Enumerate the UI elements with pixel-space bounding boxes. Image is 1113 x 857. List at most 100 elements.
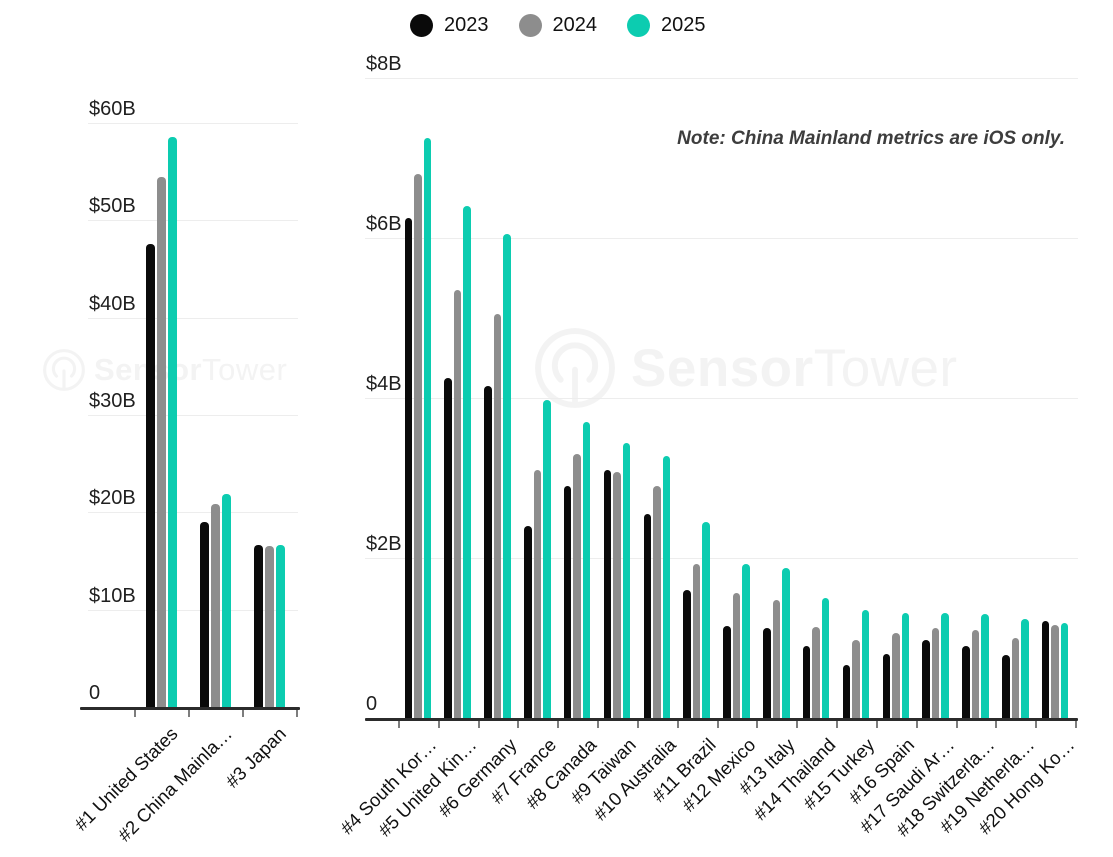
watermark-text-bold: Sensor <box>631 338 814 398</box>
bar-2023--2-china-mainla- <box>199 522 209 707</box>
y-axis-tick-label: $10B <box>89 584 136 607</box>
y-axis-tick-label: $2B <box>366 533 402 555</box>
bar-2025--20-hong-ko- <box>1060 622 1069 718</box>
bar-2025--18-switzerla- <box>981 614 989 718</box>
bar-2024--13-italy <box>772 599 781 718</box>
bar-2025--10-australia <box>662 456 671 718</box>
sensortower-watermark-right: SensorTower <box>533 326 958 410</box>
bar-2024--8-canada <box>573 454 581 718</box>
x-axis-tick <box>517 721 520 728</box>
bar-2023--5-united-kin- <box>444 378 452 718</box>
gridline <box>365 78 1078 79</box>
x-axis-tick <box>557 721 560 728</box>
watermark-text-light: Tower <box>202 352 288 387</box>
legend-item-2025: 2025 <box>627 14 706 37</box>
x-axis-tick <box>597 721 600 728</box>
bar-2024--20-hong-ko- <box>1051 625 1059 718</box>
bar-2024--9-taiwan <box>613 472 621 718</box>
y-axis-tick-label: 0 <box>366 693 378 715</box>
bar-2024--18-switzerla- <box>971 630 980 718</box>
bar-2023--3-japan <box>253 545 263 707</box>
y-axis-tick-label: $4B <box>366 373 402 395</box>
bar-2024--6-germany <box>493 314 502 718</box>
x-axis-tick <box>296 710 298 717</box>
bar-2023--15-turkey <box>842 665 851 718</box>
legend-swatch-2025-icon <box>627 14 650 37</box>
bar-2024--14-thailand <box>812 626 820 718</box>
bar-2024--4-south-kor- <box>414 174 422 718</box>
watermark-text-light: Tower <box>813 338 958 398</box>
bar-2025--19-netherla- <box>1021 618 1029 718</box>
bar-2024--17-saudi-ar- <box>931 628 940 718</box>
gridline <box>365 398 1078 399</box>
legend-label-2023: 2023 <box>444 14 489 36</box>
x-axis-tick <box>875 721 878 728</box>
bar-2023--20-hong-ko- <box>1041 621 1050 718</box>
bar-2025--14-thailand <box>821 598 830 718</box>
bar-2025--15-turkey <box>861 610 870 718</box>
y-axis-tick-label: $60B <box>89 98 136 120</box>
x-axis-tick <box>915 721 918 728</box>
bar-2024--11-brazil <box>692 563 701 718</box>
gridline <box>88 609 298 611</box>
gridline <box>365 238 1078 239</box>
bar-2025--1-united-states <box>167 136 177 707</box>
gridline <box>88 123 298 124</box>
bar-2024--1-united-states <box>156 176 166 707</box>
bar-2025--6-germany <box>503 234 511 718</box>
legend-label-2024: 2024 <box>552 14 598 36</box>
bar-2023--1-united-states <box>145 243 155 707</box>
bar-2023--17-saudi-ar- <box>922 640 930 718</box>
gridline <box>88 415 298 416</box>
bar-2025--3-japan <box>275 545 285 707</box>
x-axis-tick <box>398 721 400 728</box>
y-axis-tick-label: $40B <box>89 292 136 315</box>
bar-2023--7-france <box>524 526 532 718</box>
x-axis-line <box>365 718 1078 721</box>
bar-2025--5-united-kin- <box>463 206 471 718</box>
sensortower-logo-icon <box>43 349 85 391</box>
x-axis-tick <box>477 721 480 728</box>
x-axis-tick <box>716 721 719 728</box>
x-axis-line <box>80 707 300 710</box>
gridline <box>88 220 298 222</box>
chart-legend: 2023 2024 2025 <box>410 14 706 37</box>
bar-2024--7-france <box>533 470 542 718</box>
gridline <box>88 512 298 514</box>
bar-2025--9-taiwan <box>622 442 631 718</box>
x-axis-tick <box>796 721 799 728</box>
bar-2025--13-italy <box>782 567 790 718</box>
y-axis-tick-label: $6B <box>366 213 402 235</box>
legend-item-2024: 2024 <box>518 14 598 37</box>
x-axis-tick <box>636 721 639 728</box>
bar-2024--2-china-mainla- <box>210 503 220 707</box>
y-axis-tick-label: $8B <box>366 53 402 75</box>
y-axis-tick-label: $30B <box>89 390 136 412</box>
bar-2024--12-mexico <box>732 593 741 718</box>
legend-swatch-2023-icon <box>410 14 433 37</box>
bar-2023--19-netherla- <box>1002 654 1010 718</box>
legend-item-2023: 2023 <box>410 14 489 37</box>
bar-2023--13-italy <box>763 627 771 718</box>
legend-label-2025: 2025 <box>661 14 706 36</box>
bar-2024--10-australia <box>653 486 661 718</box>
x-axis-tick <box>836 721 839 728</box>
y-axis-tick-label: $20B <box>89 487 136 510</box>
bar-2023--4-south-kor- <box>404 218 413 718</box>
gridline <box>365 558 1078 559</box>
bar-2023--8-canada <box>563 486 572 718</box>
x-axis-tick <box>1035 721 1038 728</box>
x-axis-tick <box>134 710 136 717</box>
x-axis-tick <box>676 721 679 728</box>
bar-2023--6-germany <box>484 386 492 718</box>
bar-2025--7-france <box>543 399 551 718</box>
sensortower-logo-icon <box>535 328 615 408</box>
y-axis-tick-label: 0 <box>89 682 101 704</box>
bar-2023--12-mexico <box>723 626 731 718</box>
x-axis-tick <box>188 710 190 717</box>
bar-2024--3-japan <box>264 546 274 707</box>
bar-2025--17-saudi-ar- <box>941 613 949 718</box>
